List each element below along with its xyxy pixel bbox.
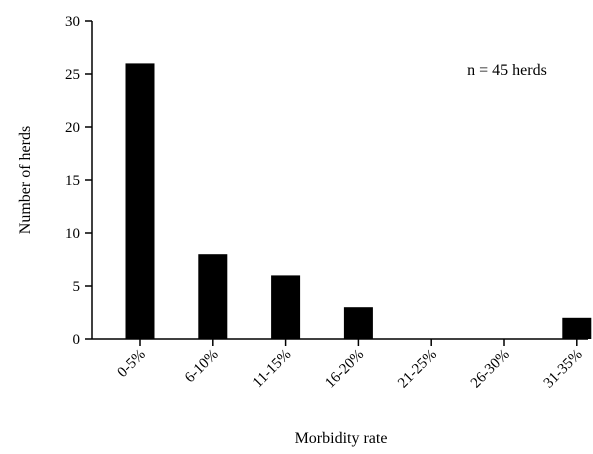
- x-tick-label: 26-30%: [468, 347, 513, 392]
- x-ticks: 0-5% 6-10% 11-15% 16-20% 21-25% 26-30% 31-35%: [115, 339, 586, 391]
- x-tick-label: 0-5%: [115, 347, 149, 381]
- y-tick-label: 0: [73, 332, 81, 348]
- y-ticks: 0 5 10 15 20 25 30: [65, 14, 92, 348]
- bar-11-15%: [271, 275, 301, 339]
- y-tick-label: 15: [65, 173, 80, 189]
- y-axis-title: Number of herds: [17, 126, 34, 234]
- bar-16-20%: [343, 307, 373, 339]
- x-axis-title: Morbidity rate: [295, 430, 388, 447]
- x-tick-label: 31-35%: [541, 347, 586, 392]
- bars-group: [125, 63, 592, 340]
- x-tick-label: 6-10%: [182, 347, 222, 387]
- y-tick-label: 20: [65, 120, 80, 136]
- y-tick-label: 30: [65, 14, 80, 30]
- x-tick-label: 11-15%: [250, 347, 295, 392]
- bar-31-35%: [562, 317, 592, 339]
- x-tick-label: 21-25%: [395, 347, 440, 392]
- bar-6-10%: [198, 254, 228, 339]
- y-tick-label: 10: [65, 226, 80, 242]
- sample-size-annotation: n = 45 herds: [467, 62, 547, 79]
- bar-0-5%: [125, 63, 155, 340]
- y-tick-label: 25: [65, 67, 80, 83]
- y-tick-label: 5: [73, 279, 81, 295]
- x-tick-label: 16-20%: [322, 347, 367, 392]
